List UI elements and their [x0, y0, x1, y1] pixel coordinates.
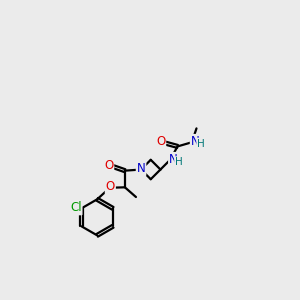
Text: N: N — [191, 135, 200, 148]
Text: H: H — [197, 139, 205, 148]
Text: H: H — [175, 157, 183, 167]
Text: Cl: Cl — [70, 201, 82, 214]
Text: O: O — [104, 159, 113, 172]
Text: N: N — [137, 162, 146, 175]
Text: O: O — [106, 180, 115, 193]
Text: N: N — [169, 153, 178, 166]
Text: O: O — [156, 135, 165, 148]
